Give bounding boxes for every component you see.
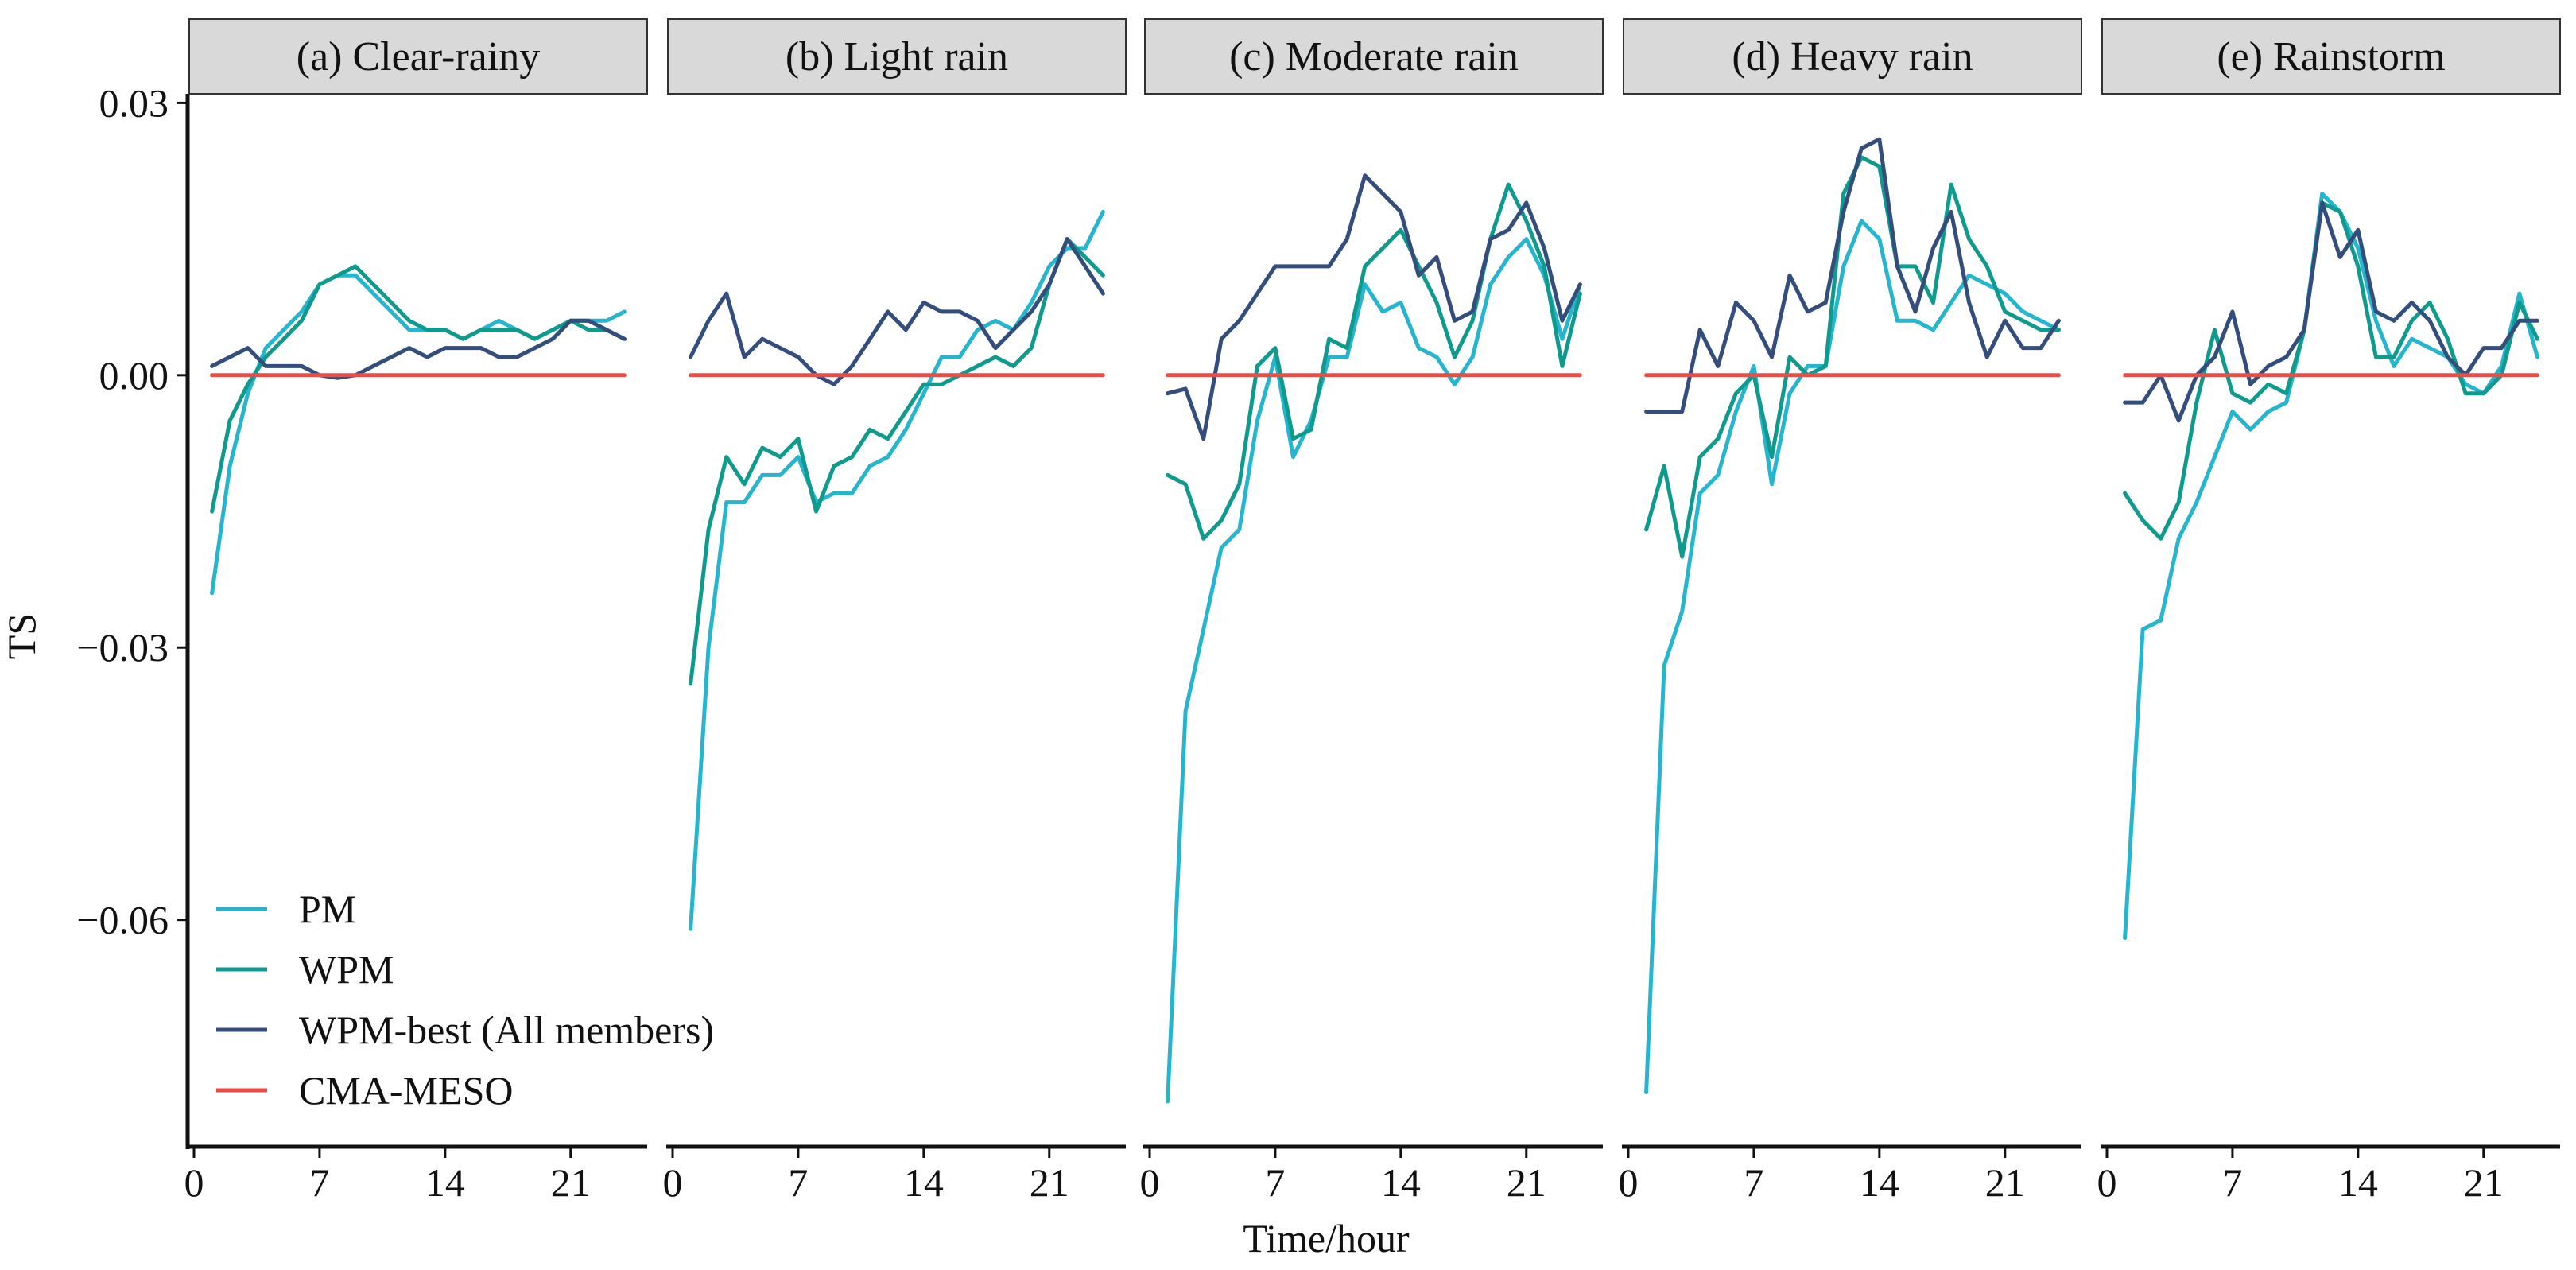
x-tick-label: 14 <box>1860 1160 1899 1205</box>
facet-strip-title: (e) Rainstorm <box>2217 34 2445 80</box>
x-tick-label: 7 <box>1265 1160 1285 1205</box>
series-line-wpm <box>1166 182 1582 541</box>
legend-label: PM <box>299 887 356 931</box>
facet-strip-title: (d) Heavy rain <box>1732 34 1973 80</box>
facet-strip-title: (c) Moderate rain <box>1229 34 1519 80</box>
y-tick-label: 0.03 <box>99 80 169 125</box>
legend-label: WPM-best (All members) <box>299 1008 714 1052</box>
x-tick-label: 7 <box>788 1160 808 1205</box>
y-tick-label: −0.06 <box>76 898 169 942</box>
series-line-wpm-best-all-members <box>210 318 627 380</box>
x-tick-label: 14 <box>904 1160 944 1205</box>
x-tick-label: 21 <box>1985 1160 2025 1205</box>
x-tick-label: 7 <box>2222 1160 2242 1205</box>
series-line-wpm <box>689 237 1105 686</box>
x-tick-label: 14 <box>1381 1160 1421 1205</box>
panel-c: (c) Moderate rain 0 7 14 21 <box>1140 18 1604 1205</box>
legend: PM WPM WPM-best (All members) CMA-MESO <box>216 887 714 1113</box>
series-line-pm <box>2123 192 2539 940</box>
series-line-wpm-best-all-members <box>1644 137 2061 414</box>
x-tick-label: 0 <box>1619 1160 1639 1205</box>
x-tick-label: 0 <box>663 1160 683 1205</box>
x-tick-label: 0 <box>184 1160 204 1205</box>
x-tick-label: 0 <box>1140 1160 1160 1205</box>
legend-label: WPM <box>299 947 394 992</box>
legend-label: CMA-MESO <box>299 1068 513 1113</box>
y-tick-label: 0.00 <box>99 353 169 398</box>
y-axis-title: TS <box>0 613 44 659</box>
panel-a: (a) Clear-rainy 0 7 14 21 <box>184 18 648 1205</box>
facet-strip <box>667 18 1127 95</box>
panel-d: (d) Heavy rain 0 7 14 21 <box>1619 18 2082 1205</box>
facet-strip-title: (a) Clear-rainy <box>297 34 540 80</box>
series-line-wpm-best-all-members <box>1166 173 1582 441</box>
x-axis-title: Time/hour <box>1243 1216 1410 1260</box>
panel-b: (b) Light rain 0 7 14 21 <box>663 18 1127 1205</box>
facet-strip-title: (b) Light rain <box>786 34 1008 80</box>
facet-strip <box>1623 18 2082 95</box>
x-tick-label: 7 <box>309 1160 329 1205</box>
x-tick-label: 21 <box>1030 1160 1069 1205</box>
panel-e: (e) Rainstorm 0 7 14 21 <box>2097 18 2561 1205</box>
x-tick-label: 14 <box>425 1160 465 1205</box>
series-line-wpm <box>2123 200 2539 541</box>
series-line-wpm-best-all-members <box>689 237 1105 386</box>
x-tick-label: 21 <box>2464 1160 2504 1205</box>
series-line-wpm-best-all-members <box>2123 200 2539 423</box>
x-tick-label: 21 <box>1507 1160 1546 1205</box>
x-tick-label: 21 <box>551 1160 591 1205</box>
x-tick-label: 0 <box>2097 1160 2117 1205</box>
series-line-pm <box>689 209 1105 931</box>
x-tick-label: 7 <box>1744 1160 1763 1205</box>
x-tick-label: 14 <box>2338 1160 2378 1205</box>
series-line-wpm <box>1644 155 2061 559</box>
y-tick-label: −0.03 <box>76 625 169 670</box>
facet-strip <box>1144 18 1604 95</box>
series-line-wpm <box>210 264 627 514</box>
facet-strip <box>188 18 648 95</box>
series-line-pm <box>1644 219 2061 1094</box>
series-line-pm <box>1166 237 1582 1104</box>
facet-strip <box>2101 18 2561 95</box>
